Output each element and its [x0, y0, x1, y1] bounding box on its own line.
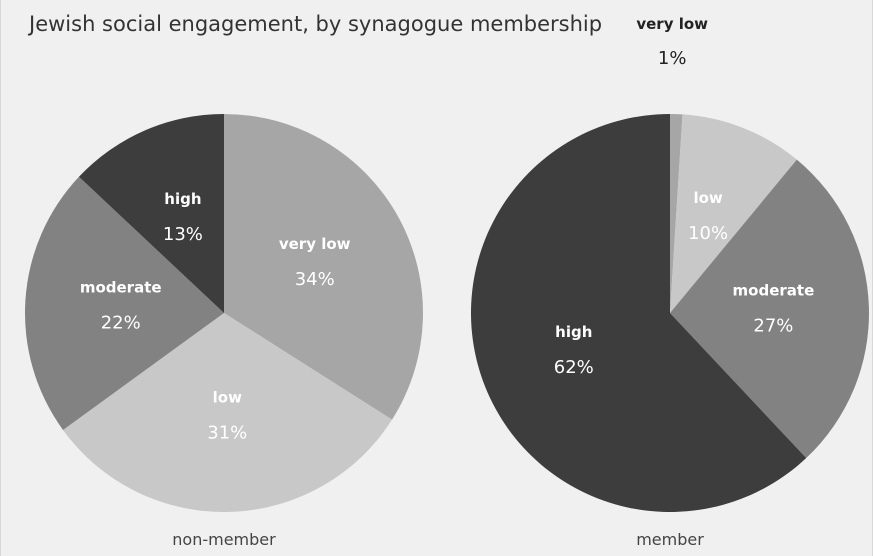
pie-non-member	[25, 114, 423, 512]
slice-non-member-low	[63, 313, 393, 512]
slice-label-non-member-low: low	[213, 388, 242, 406]
slice-non-member-moderate	[25, 176, 224, 430]
slice-label-non-member-moderate: moderate	[80, 279, 162, 297]
slice-value-non-member-very-low: 34%	[295, 269, 335, 290]
slice-label-member-very-low: very low	[636, 15, 708, 33]
pie-caption-non-member: non-member	[172, 530, 276, 549]
slice-label-member-low: low	[693, 189, 722, 207]
slice-member-high	[470, 113, 807, 512]
pie-caption-member: member	[636, 530, 704, 549]
slice-label-non-member-high: high	[164, 190, 201, 208]
slice-member-very-low	[670, 113, 683, 313]
slice-label-member-high: high	[555, 323, 592, 341]
slice-value-non-member-low: 31%	[207, 422, 247, 443]
slice-non-member-high	[78, 114, 224, 313]
slice-value-member-low: 10%	[688, 223, 728, 244]
pie-member	[470, 113, 869, 512]
slice-value-non-member-high: 13%	[163, 224, 203, 245]
slice-value-non-member-moderate: 22%	[101, 313, 141, 334]
slice-member-low	[670, 114, 797, 313]
slice-value-member-moderate: 27%	[753, 316, 793, 337]
slice-value-member-high: 62%	[554, 357, 594, 378]
slice-non-member-very-low	[224, 114, 423, 420]
slice-label-member-moderate: moderate	[733, 282, 815, 300]
slice-label-non-member-very-low: very low	[279, 235, 351, 253]
slice-member-moderate	[670, 159, 869, 459]
chart-title: Jewish social engagement, by synagogue m…	[29, 12, 603, 36]
slice-value-member-very-low: 1%	[658, 48, 687, 69]
